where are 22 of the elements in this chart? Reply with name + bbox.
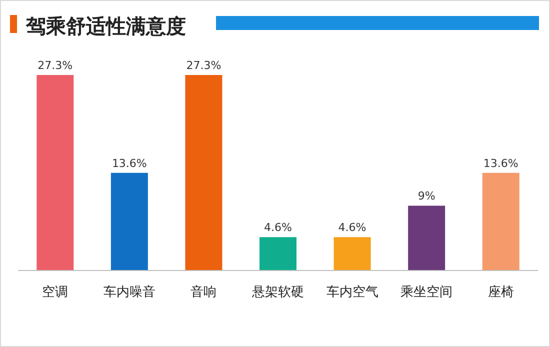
x-tick-label: 音响 xyxy=(190,285,217,300)
bar xyxy=(36,75,74,270)
data-label: 13.6% xyxy=(483,156,518,170)
bar xyxy=(260,237,296,270)
bar xyxy=(110,172,148,270)
data-label: 27.3% xyxy=(186,59,222,72)
x-tick-label: 车内空气 xyxy=(326,285,378,300)
x-tick-label: 车内噪音 xyxy=(103,285,156,300)
data-label: 27.3% xyxy=(38,59,73,72)
data-label: 4.6% xyxy=(264,221,292,234)
bar xyxy=(408,206,446,270)
bar xyxy=(334,237,371,270)
data-label: 4.6% xyxy=(338,221,366,234)
data-label: 13.6% xyxy=(112,156,147,170)
data-label: 9% xyxy=(418,190,436,203)
x-tick-label: 乘坐空间 xyxy=(400,285,453,300)
bar xyxy=(185,75,222,270)
x-tick-label: 座椅 xyxy=(488,284,514,300)
x-tick-label: 空调 xyxy=(42,285,68,300)
x-tick-label: 悬架软硬 xyxy=(251,285,304,300)
bar xyxy=(482,172,520,270)
chart-title: 驾乘舒适性满意度 xyxy=(25,14,186,38)
